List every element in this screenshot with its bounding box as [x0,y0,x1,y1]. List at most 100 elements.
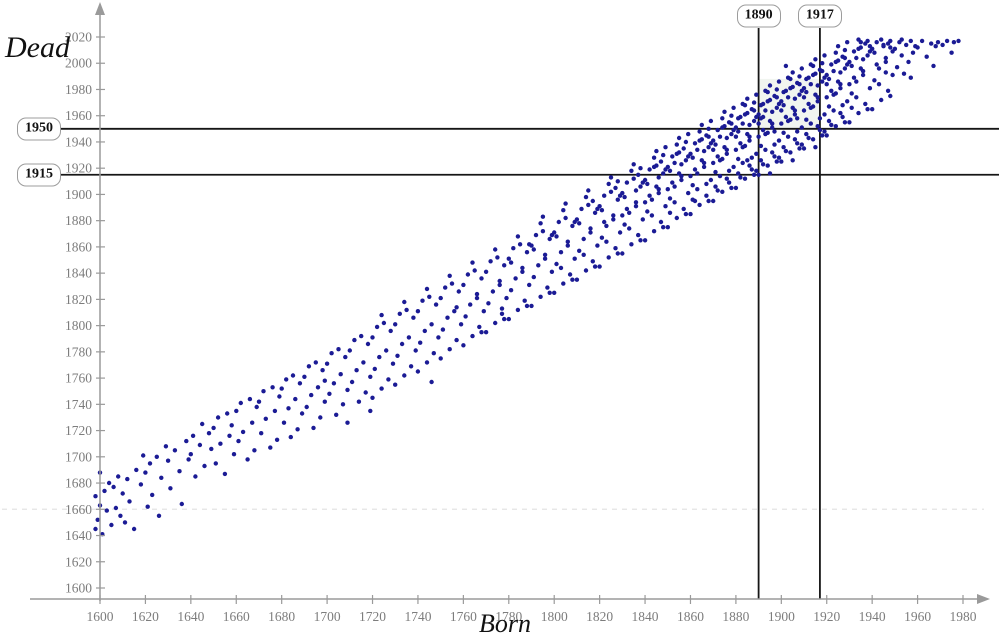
data-point [563,201,568,206]
data-point [440,327,446,332]
data-point [324,361,330,366]
data-point [579,206,584,212]
data-point [302,374,307,379]
data-point [608,189,614,194]
data-point [742,143,748,149]
data-point [122,520,128,525]
data-point [327,391,332,396]
data-point [676,171,682,176]
data-point [617,230,623,235]
data-point [874,40,879,45]
y-axis-title: Dead [5,31,70,64]
data-point [586,188,591,193]
data-point [820,79,825,84]
data-point [842,47,848,53]
data-point [785,75,791,80]
data-point [831,108,836,113]
y-tick-label: 1640 [65,528,92,543]
data-point [733,147,739,152]
data-point [502,263,507,268]
data-point [706,126,711,131]
data-point [624,180,630,185]
data-point [783,63,789,69]
x-tick-label: 1840 [632,609,659,624]
data-point [352,337,357,343]
data-point [622,194,627,200]
data-point [488,259,493,264]
data-point [502,316,507,322]
data-point [454,305,459,310]
data-point [736,129,741,134]
data-point [674,142,679,147]
data-point [865,38,870,44]
data-point [620,213,625,218]
data-point [529,243,534,248]
data-point [642,200,648,205]
data-point [374,324,380,330]
x-axis-title: Born [479,609,531,638]
data-point [695,147,700,152]
data-point [93,526,98,532]
data-point [756,121,761,126]
data-point [131,526,137,532]
data-point [250,420,255,425]
ref-label-1915: 1915 [17,163,61,187]
data-point [881,44,886,49]
data-point [774,95,779,100]
x-tick-label: 1640 [177,609,204,624]
data-point [397,311,402,316]
data-point [910,50,916,55]
data-point [801,108,807,113]
data-point [806,135,811,141]
data-point [867,86,873,91]
data-point [456,289,461,294]
data-point [163,444,169,449]
data-point [331,381,337,386]
data-point [563,215,568,221]
y-tick-label: 2000 [65,56,92,71]
data-point [649,197,655,202]
data-point [826,104,832,109]
data-point [783,148,789,154]
data-point [486,301,491,306]
data-point [368,408,373,414]
data-point [901,71,907,76]
data-point [813,57,818,62]
data-point [799,142,804,147]
data-point [883,59,888,65]
data-point [345,420,350,425]
data-point [629,168,634,173]
data-point [651,164,657,170]
data-point [263,416,268,421]
ref-label-1917: 1917 [797,4,842,28]
data-point [720,189,725,194]
data-point [613,246,618,251]
data-point [749,167,754,172]
data-point [452,309,457,314]
data-point [483,330,489,335]
data-point [906,59,911,65]
data-point [286,406,291,411]
x-tick-label: 1720 [359,609,386,624]
data-point [438,295,443,301]
data-point [533,232,539,238]
data-point [870,46,875,51]
y-tick-label: 1680 [65,476,92,491]
y-tick-label: 1980 [65,82,92,97]
data-point [608,175,614,180]
data-point [667,210,673,215]
data-point [661,171,666,176]
data-point [211,425,216,431]
data-point [449,281,455,286]
x-tick-label: 1740 [404,609,431,624]
data-point [849,91,854,96]
data-point [231,452,237,457]
data-point [561,281,566,286]
data-point [654,184,659,189]
data-point [774,105,779,111]
data-point [683,139,689,145]
data-point [542,256,548,261]
data-point [876,82,882,87]
y-tick-label: 2020 [65,30,92,45]
data-point [615,179,620,184]
